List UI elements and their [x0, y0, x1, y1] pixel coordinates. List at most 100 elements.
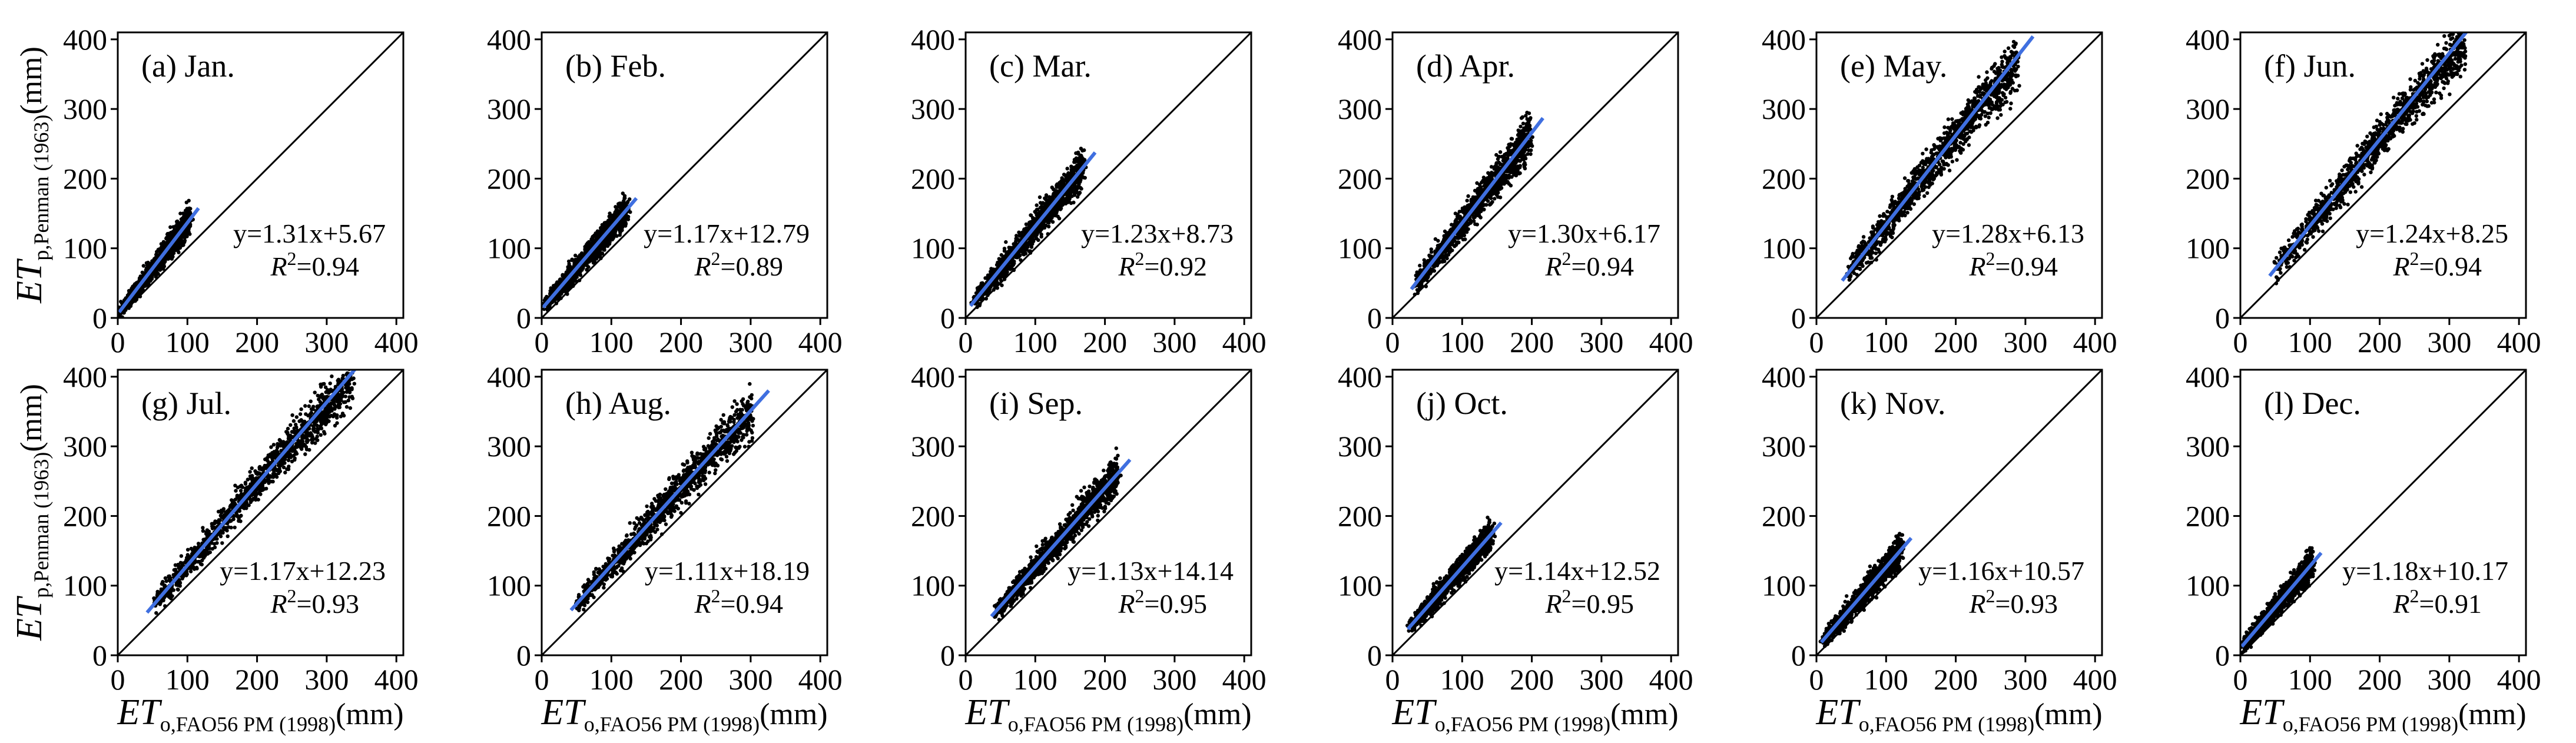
data-point: [602, 241, 606, 245]
data-point: [618, 233, 622, 237]
data-point: [1072, 185, 1076, 189]
data-point: [1076, 152, 1080, 156]
data-point: [1059, 179, 1063, 183]
data-point: [603, 221, 607, 225]
data-point: [1070, 165, 1075, 170]
data-point: [1493, 165, 1497, 169]
y-tick-label: 200: [487, 162, 531, 195]
data-point: [1072, 160, 1076, 164]
x-tick-label: 0: [111, 326, 125, 359]
data-point: [628, 210, 632, 214]
data-point: [160, 243, 164, 247]
data-point: [623, 222, 627, 226]
data-point: [181, 243, 185, 247]
plot-frame: [964, 31, 1252, 319]
data-point: [1422, 258, 1426, 262]
data-point: [1057, 185, 1062, 190]
data-point: [1450, 243, 1455, 247]
y-tick-label: 400: [63, 23, 107, 56]
data-point: [1028, 240, 1032, 244]
data-point: [586, 243, 591, 248]
fit-line: [969, 151, 1097, 307]
data-point: [1037, 210, 1042, 214]
x-tick-label: 300: [728, 326, 773, 359]
data-point: [1418, 263, 1422, 268]
x-tick-label: 0: [535, 326, 549, 359]
data-point: [552, 299, 556, 303]
data-point: [1058, 199, 1063, 203]
data-point: [602, 244, 606, 248]
data-point: [1014, 237, 1018, 241]
data-point: [607, 237, 611, 241]
data-point: [1039, 227, 1044, 231]
data-point: [181, 233, 185, 237]
x-tick-label: 400: [374, 326, 419, 359]
y-tick-label: 300: [63, 92, 107, 125]
data-point: [141, 285, 145, 289]
data-point: [156, 271, 160, 276]
data-point: [566, 259, 571, 264]
data-point: [1070, 194, 1074, 198]
data-point: [185, 234, 189, 238]
data-point: [1508, 144, 1512, 148]
data-point: [1498, 150, 1503, 154]
data-point: [616, 202, 621, 206]
data-point: [561, 274, 565, 278]
data-point: [188, 232, 192, 236]
data-point: [1042, 225, 1047, 230]
data-point: [1057, 216, 1062, 221]
data-point: [186, 213, 191, 217]
data-point: [568, 283, 572, 287]
data-point: [1493, 197, 1497, 201]
data-point: [1526, 152, 1530, 156]
fit-line: [542, 197, 638, 309]
data-point: [164, 237, 168, 241]
data-point: [597, 245, 602, 249]
data-point: [595, 229, 600, 233]
data-point: [1452, 225, 1457, 230]
data-point: [1038, 201, 1043, 205]
data-point: [591, 258, 595, 263]
data-point: [1078, 180, 1082, 184]
data-point: [176, 248, 180, 252]
x-tick-label: 100: [589, 326, 634, 359]
data-point: [585, 248, 589, 252]
data-point: [1529, 148, 1533, 152]
r-squared: R2=0.94: [270, 248, 359, 281]
data-point: [162, 264, 167, 268]
data-point: [587, 240, 591, 244]
data-point: [168, 225, 173, 229]
data-point: [187, 198, 191, 203]
data-point: [1055, 211, 1059, 215]
data-point: [1077, 162, 1082, 167]
data-point: [1050, 220, 1055, 224]
x-tick-label: 300: [1152, 326, 1196, 359]
data-point: [1477, 183, 1482, 187]
data-point: [989, 267, 993, 271]
data-point: [1023, 228, 1027, 233]
y-tick-label: 0: [940, 301, 955, 334]
data-point: [1044, 193, 1049, 197]
data-point: [1000, 283, 1004, 287]
data-point: [1065, 167, 1069, 171]
data-point: [1030, 223, 1035, 227]
data-point: [1030, 215, 1035, 220]
data-point: [1052, 206, 1056, 210]
regression-equation: y=1.23x+8.73: [1081, 218, 1234, 248]
data-point: [141, 264, 145, 268]
data-point: [598, 233, 602, 237]
data-point: [570, 258, 574, 263]
data-point: [611, 235, 616, 240]
data-point: [1035, 207, 1040, 211]
data-point: [608, 234, 612, 238]
data-point: [1519, 124, 1523, 129]
data-point: [976, 287, 981, 291]
data-point: [1037, 195, 1042, 200]
data-point: [595, 253, 599, 257]
data-point: [594, 257, 599, 261]
data-point: [140, 270, 144, 274]
x-tick-label: 400: [1222, 326, 1267, 359]
data-point: [1415, 288, 1420, 292]
